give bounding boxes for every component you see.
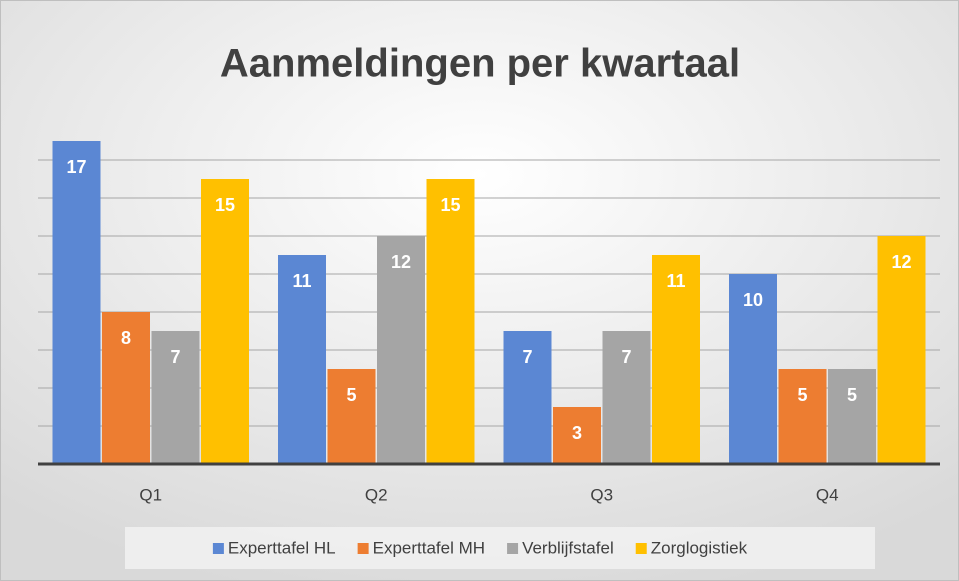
- data-label: 15: [440, 195, 460, 215]
- data-label: 17: [66, 157, 86, 177]
- bar: [652, 255, 700, 464]
- legend-label: Zorglogistiek: [651, 538, 748, 557]
- legend-item: Experttafel MH: [357, 538, 485, 557]
- data-label: 5: [847, 385, 857, 405]
- data-label: 5: [797, 385, 807, 405]
- bar: [426, 179, 475, 464]
- bar: [151, 331, 200, 464]
- bar: [729, 274, 777, 464]
- data-label: 10: [743, 290, 763, 310]
- legend-swatch: [507, 543, 519, 554]
- data-label: 7: [621, 347, 631, 367]
- bar: [602, 331, 651, 464]
- bar: [278, 255, 326, 464]
- legend-label: Verblijfstafel: [522, 538, 614, 557]
- legend-swatch: [357, 543, 369, 554]
- bar: [327, 369, 376, 464]
- bar: [102, 312, 150, 464]
- legend-box: [125, 527, 875, 569]
- x-tick-label: Q2: [365, 485, 388, 504]
- data-label: 7: [170, 347, 180, 367]
- bar: [503, 331, 552, 464]
- data-label: 12: [391, 252, 411, 272]
- bar: [877, 236, 926, 464]
- data-label: 15: [215, 195, 235, 215]
- x-tick-label: Q4: [816, 485, 839, 504]
- legend-label: Experttafel MH: [373, 538, 485, 557]
- bar: [377, 236, 425, 464]
- data-label: 8: [121, 328, 131, 348]
- chart-title: Aanmeldingen per kwartaal: [220, 42, 740, 86]
- data-label: 11: [666, 271, 685, 291]
- bar: [778, 369, 827, 464]
- bar: [52, 141, 101, 464]
- legend-item: Verblijfstafel: [507, 538, 614, 557]
- data-label: 5: [346, 385, 356, 405]
- bars: 17 8 7 15 11 5 12 15 7 3 7 11 10 5 5 12: [52, 141, 926, 464]
- x-tick-label: Q1: [139, 485, 162, 504]
- x-tick-label: Q3: [590, 485, 613, 504]
- legend-item: Zorglogistiek: [635, 538, 748, 557]
- data-label: 3: [572, 423, 582, 443]
- legend: Experttafel HL Experttafel MH Verblijfstaf…: [212, 538, 748, 557]
- legend-item: Experttafel HL: [212, 538, 336, 557]
- data-label: 7: [522, 347, 532, 367]
- bar: [828, 369, 876, 464]
- data-label: 12: [891, 252, 911, 272]
- data-label: 11: [292, 271, 311, 291]
- bar: [201, 179, 249, 464]
- legend-swatch: [635, 543, 647, 554]
- legend-label: Experttafel HL: [228, 538, 336, 557]
- legend-swatch: [212, 543, 224, 554]
- bar: [553, 407, 601, 464]
